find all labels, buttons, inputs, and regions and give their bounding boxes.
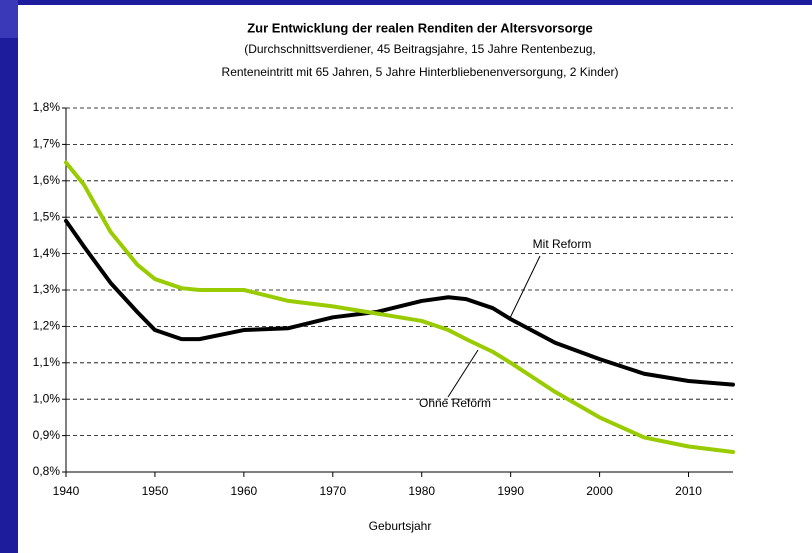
slide-panel bbox=[18, 5, 812, 553]
x-tick-label: 2000 bbox=[586, 484, 613, 498]
y-tick-label: 0,8% bbox=[33, 464, 61, 478]
x-tick-label: 1990 bbox=[497, 484, 524, 498]
chart-title: Zur Entwicklung der realen Renditen der … bbox=[247, 20, 593, 35]
y-tick-label: 1,0% bbox=[33, 391, 61, 405]
y-tick-label: 1,4% bbox=[33, 246, 61, 260]
x-tick-label: 1960 bbox=[231, 484, 258, 498]
y-tick-label: 1,8% bbox=[33, 100, 61, 114]
annotation: Mit Reform bbox=[533, 237, 592, 251]
y-tick-label: 1,6% bbox=[33, 173, 61, 187]
y-tick-label: 1,2% bbox=[33, 319, 61, 333]
corner-block bbox=[0, 0, 18, 38]
leader-line bbox=[447, 349, 479, 398]
x-tick-label: 1970 bbox=[319, 484, 346, 498]
x-tick-label: 2010 bbox=[675, 484, 702, 498]
x-tick-label: 1980 bbox=[408, 484, 435, 498]
x-tick-label: 1950 bbox=[142, 484, 169, 498]
annotation: Ohne Reform bbox=[419, 396, 491, 410]
chart-subtitle: Renteneintritt mit 65 Jahren, 5 Jahre Hi… bbox=[222, 65, 619, 79]
x-axis-label: Geburtsjahr bbox=[369, 519, 432, 533]
y-tick-label: 0,9% bbox=[33, 428, 61, 442]
series-line bbox=[64, 218, 735, 387]
x-tick-label: 1940 bbox=[53, 484, 80, 498]
y-tick-label: 1,7% bbox=[33, 137, 61, 151]
leader-line bbox=[509, 255, 541, 319]
series-line bbox=[64, 160, 735, 454]
y-tick-label: 1,1% bbox=[33, 355, 61, 369]
chart-subtitle: (Durchschnittsverdiener, 45 Beitragsjahr… bbox=[244, 42, 596, 56]
y-tick-label: 1,3% bbox=[33, 282, 61, 296]
y-tick-label: 1,5% bbox=[33, 209, 61, 223]
